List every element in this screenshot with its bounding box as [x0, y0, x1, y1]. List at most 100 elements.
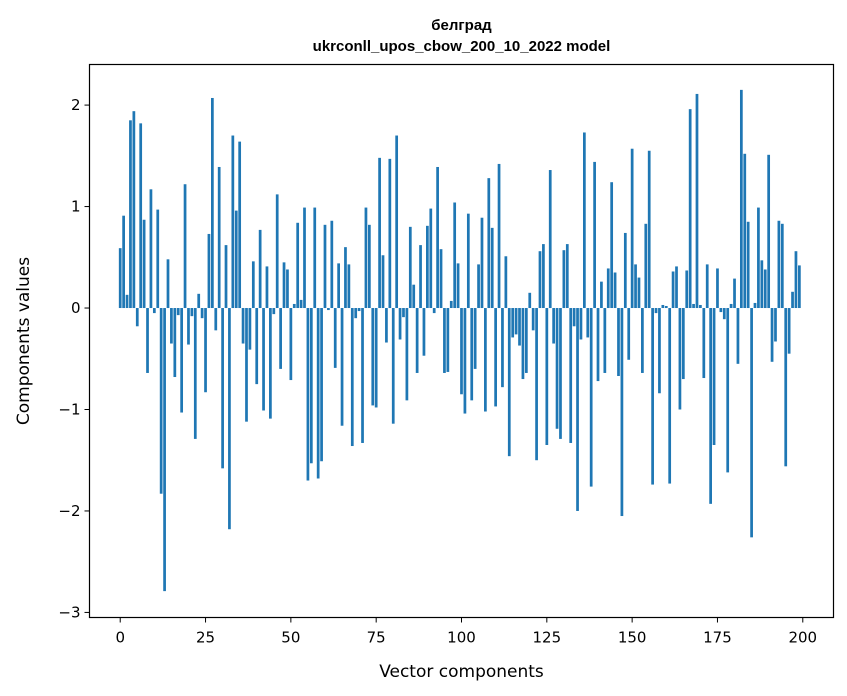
x-ticks-group: 0 25 50 75 100 125 150 175 200 — [115, 617, 817, 647]
bar-82 — [398, 308, 402, 340]
bar-121 — [531, 308, 535, 331]
bar-99 — [456, 263, 460, 309]
bar-9 — [149, 189, 153, 309]
bar-35 — [238, 141, 242, 309]
bar-92 — [432, 308, 436, 314]
bar-118 — [521, 308, 525, 380]
bar-78 — [385, 308, 388, 343]
bar-31 — [224, 245, 228, 309]
bar-134 — [576, 308, 579, 511]
bar-45 — [272, 308, 276, 315]
bar-41 — [258, 229, 262, 309]
bar-150 — [630, 148, 634, 309]
bar-157 — [654, 308, 658, 314]
bar-60 — [323, 224, 327, 309]
bar-64 — [337, 263, 340, 309]
x-tick-label: 125 — [533, 629, 562, 647]
bar-57 — [313, 207, 317, 309]
bar-131 — [565, 244, 569, 309]
bar-196 — [787, 308, 791, 354]
bar-95 — [443, 308, 446, 373]
bar-128 — [555, 308, 559, 429]
y-tick-label: 1 — [71, 198, 81, 216]
bar-145 — [613, 272, 617, 309]
bar-173 — [709, 308, 712, 504]
bar-77 — [381, 255, 385, 309]
y-tick-label: 0 — [71, 299, 81, 317]
bar-15 — [170, 308, 173, 344]
bar-165 — [681, 308, 685, 380]
bar-10 — [152, 308, 156, 314]
bar-163 — [675, 266, 678, 309]
bar-21 — [190, 308, 194, 317]
bar-53 — [299, 299, 303, 309]
bar-104 — [473, 308, 477, 369]
bar-48 — [282, 262, 286, 309]
bar-169 — [695, 93, 699, 309]
bar-43 — [265, 266, 269, 309]
bar-136 — [583, 132, 586, 309]
bar-58 — [316, 308, 320, 479]
bar-63 — [333, 308, 337, 368]
bar-68 — [350, 308, 354, 447]
bar-143 — [606, 268, 610, 309]
bar-139 — [593, 161, 596, 309]
bar-114 — [507, 308, 511, 457]
bars-group — [118, 89, 801, 592]
bar-137 — [586, 308, 590, 338]
bar-159 — [661, 304, 665, 309]
x-tick-label: 200 — [788, 629, 817, 647]
bar-42 — [262, 308, 265, 411]
bar-113 — [504, 256, 508, 309]
bar-19 — [183, 184, 187, 309]
bar-174 — [712, 308, 716, 445]
bar-187 — [757, 207, 760, 309]
bar-80 — [391, 308, 395, 424]
bar-153 — [641, 308, 644, 373]
bar-14 — [166, 259, 170, 309]
bar-83 — [402, 308, 405, 318]
bar-4 — [132, 111, 136, 309]
x-tick-label: 175 — [703, 629, 732, 647]
bar-155 — [647, 150, 651, 309]
bar-17 — [176, 308, 180, 316]
bar-172 — [705, 264, 709, 309]
bar-86 — [412, 284, 416, 309]
bar-11 — [156, 209, 160, 309]
bar-25 — [204, 308, 207, 393]
y-ticks-group: −3 −2 −1 0 1 2 — [58, 96, 90, 621]
bar-7 — [142, 219, 146, 309]
bar-16 — [173, 308, 177, 378]
bar-91 — [429, 208, 433, 309]
bar-37 — [245, 308, 248, 422]
bar-66 — [344, 247, 347, 309]
bar-162 — [671, 271, 675, 309]
bar-51 — [292, 303, 296, 309]
bar-192 — [774, 308, 777, 342]
bar-2 — [125, 294, 129, 309]
bar-81 — [395, 135, 399, 309]
bar-140 — [596, 308, 600, 382]
bar-154 — [644, 223, 648, 309]
x-tick-label: 0 — [115, 629, 125, 647]
bar-158 — [658, 308, 661, 394]
bar-197 — [791, 291, 794, 309]
bar-149 — [627, 308, 631, 360]
bar-133 — [572, 308, 576, 327]
bar-124 — [542, 244, 545, 309]
bar-177 — [722, 308, 726, 320]
bar-13 — [163, 308, 166, 592]
bar-160 — [664, 305, 668, 309]
bar-194 — [780, 223, 784, 309]
y-axis-label: Components values — [14, 257, 34, 425]
bar-161 — [668, 308, 672, 484]
x-tick-label: 25 — [196, 629, 215, 647]
bar-116 — [514, 308, 518, 335]
bar-40 — [255, 308, 259, 385]
bar-183 — [743, 153, 747, 309]
bar-105 — [477, 264, 480, 309]
bar-108 — [487, 178, 491, 309]
x-tick-label: 50 — [281, 629, 300, 647]
bar-138 — [589, 308, 593, 487]
